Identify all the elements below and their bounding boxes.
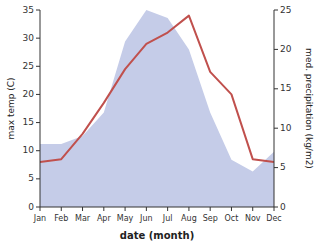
x-tick	[210, 207, 211, 211]
x-tick	[146, 207, 147, 211]
x-tick-label: Jul	[162, 214, 173, 223]
x-tick-label: Aug	[181, 214, 197, 223]
y2-tick-label: 20	[280, 44, 292, 54]
x-tick-label: Nov	[245, 214, 261, 223]
x-tick-label: Jan	[33, 214, 46, 223]
y-tick-label: 35	[23, 5, 34, 15]
x-tick	[231, 207, 232, 211]
y-tick	[36, 94, 40, 95]
y2-tick-label: 15	[280, 83, 291, 93]
y-axis-label: max temp (C)	[6, 77, 16, 139]
y-tick-label: 10	[23, 145, 35, 155]
plot-area	[40, 10, 274, 207]
y-tick-label: 0	[28, 202, 34, 212]
x-tick-label: Apr	[97, 214, 112, 223]
x-tick	[103, 207, 104, 211]
y2-tick	[274, 10, 278, 11]
y2-tick	[274, 167, 278, 168]
x-tick	[125, 207, 126, 211]
precipitation-area	[40, 10, 274, 207]
chart-container: 0 5 10 15 20 25 30 35 0 5 10 15 20 25 Jan Feb Mar Apr May J…	[0, 0, 318, 247]
y-tick	[36, 10, 40, 11]
y2-tick	[274, 88, 278, 89]
y-tick	[36, 66, 40, 67]
y2-tick-label: 25	[280, 5, 291, 15]
temperature-line	[40, 16, 274, 162]
y2-tick-label: 10	[280, 123, 292, 133]
y-tick	[36, 122, 40, 123]
chart: 0 5 10 15 20 25 30 35 0 5 10 15 20 25 Jan Feb Mar Apr May J…	[0, 0, 318, 247]
x-tick-label: May	[117, 214, 134, 223]
y-tick-label: 30	[23, 33, 35, 43]
x-tick-label: Oct	[225, 214, 239, 223]
y-tick	[36, 150, 40, 151]
x-tick	[274, 207, 275, 211]
y-axis-line	[40, 10, 41, 207]
y2-axis-line	[274, 10, 275, 207]
y-tick	[36, 178, 40, 179]
x-tick-label: Dec	[266, 214, 281, 223]
y2-tick	[274, 207, 278, 208]
y2-axis-label: med. precipitation (kg/m2)	[304, 48, 314, 169]
y-tick	[36, 38, 40, 39]
x-axis-line	[40, 207, 274, 208]
x-tick	[252, 207, 253, 211]
x-tick-label: Feb	[54, 214, 68, 223]
x-axis-label: date (month)	[120, 230, 194, 241]
x-tick	[40, 207, 41, 211]
y-tick-label: 15	[23, 117, 34, 127]
y2-tick	[274, 49, 278, 50]
x-tick	[167, 207, 168, 211]
y-tick-label: 20	[23, 89, 35, 99]
y-tick-label: 5	[28, 173, 34, 183]
y-tick	[36, 207, 40, 208]
x-tick	[82, 207, 83, 211]
x-tick-label: Mar	[75, 214, 91, 223]
x-tick	[188, 207, 189, 211]
x-tick	[61, 207, 62, 211]
y2-tick-label: 0	[280, 202, 286, 212]
x-tick-label: Jun	[139, 214, 153, 223]
y2-tick	[274, 128, 278, 129]
x-tick-label: Sep	[203, 214, 218, 223]
y-tick-label: 25	[23, 61, 34, 71]
y2-tick-label: 5	[280, 162, 286, 172]
